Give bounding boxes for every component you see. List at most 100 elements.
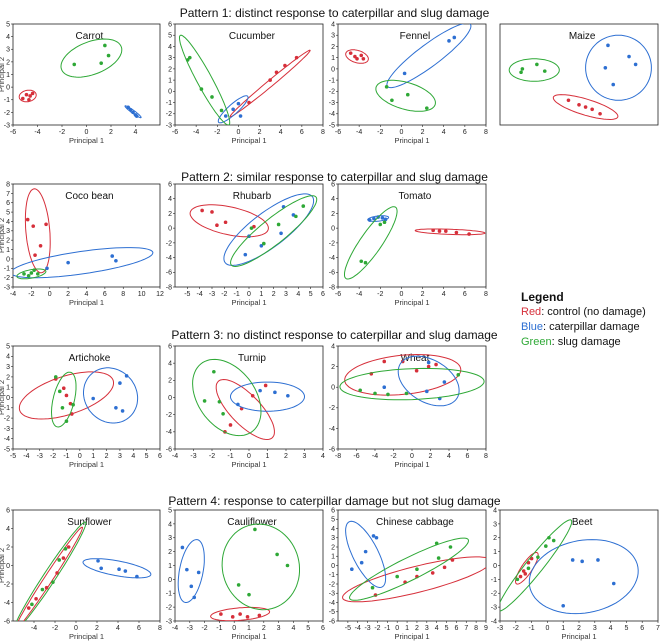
y-tick-label: 5 <box>168 507 172 514</box>
data-point-slug <box>520 67 525 71</box>
data-point-slug <box>285 563 290 568</box>
x-tick-label: 8 <box>321 129 325 136</box>
x-tick-label: 5 <box>306 625 310 632</box>
data-point-slug <box>542 69 547 73</box>
data-point-slug <box>276 222 281 227</box>
data-point-slug <box>64 419 69 423</box>
x-tick-label: 6 <box>300 129 304 136</box>
x-tick-label: -4 <box>23 453 29 460</box>
x-axis-label: Principal 1 <box>394 136 429 145</box>
data-point-caterpillar <box>243 252 248 257</box>
x-tick-label: 1 <box>247 625 251 632</box>
x-tick-label: -5 <box>184 291 190 298</box>
confidence-ellipse-slug <box>60 38 123 78</box>
x-tick-label: 2 <box>105 453 109 460</box>
plot-area <box>500 519 639 615</box>
x-tick-label: 6 <box>454 625 458 632</box>
chart-artichoke: -5 -4 -3 -2 -1 0 1 2 3 4 5 6 -5 -4 -3 -2 -1 0 1 2 3 4 5 Princip… <box>0 343 162 469</box>
data-point-caterpillar <box>192 595 197 600</box>
y-tick-label: 3 <box>6 47 10 54</box>
y-tick-label: 0 <box>493 563 497 570</box>
data-point-slug <box>535 62 539 67</box>
y-tick-label: 0 <box>331 563 335 570</box>
y-tick-label: 4 <box>168 196 172 203</box>
data-point-caterpillar <box>372 216 376 221</box>
x-tick-label: 6 <box>103 291 107 298</box>
chart-title: Wheat <box>401 353 430 364</box>
data-point-caterpillar <box>134 114 139 118</box>
x-tick-label: 12 <box>156 291 164 298</box>
data-point-slug <box>22 272 26 276</box>
x-tick-label: 6 <box>466 453 470 460</box>
data-point-caterpillar <box>258 388 262 393</box>
confidence-ellipse-control <box>344 353 462 396</box>
plot-area <box>189 193 318 268</box>
confidence-ellipse-caterpillar <box>177 539 205 603</box>
y-tick-label: -3 <box>4 122 10 129</box>
data-point-control <box>33 253 37 257</box>
x-tick-label: -3 <box>190 453 196 460</box>
data-point-slug <box>262 241 266 246</box>
chart-carrot: -6 -4 -2 0 2 4 -3 -2 -1 0 1 2 3 4 5 Principal 1 Principa… <box>0 21 161 145</box>
data-point-caterpillar <box>452 35 457 40</box>
data-point-slug <box>247 592 251 597</box>
confidence-ellipse-control <box>17 526 84 621</box>
data-point-caterpillar <box>380 216 385 220</box>
plot-frame <box>174 509 324 622</box>
x-tick-label: -2 <box>390 453 396 460</box>
y-tick-label: 2 <box>168 378 172 385</box>
confidence-ellipse-slug <box>375 79 436 112</box>
data-point-control <box>38 244 43 248</box>
x-tick-label: 4 <box>131 453 135 460</box>
y-tick-label: 2 <box>331 211 335 218</box>
legend-text-control: : control (no damage) <box>541 306 646 318</box>
x-tick-label: -3 <box>37 453 43 460</box>
data-point-slug <box>30 602 34 607</box>
data-point-caterpillar <box>117 567 121 571</box>
data-point-control <box>518 574 523 579</box>
y-tick-label: 4 <box>6 219 10 226</box>
x-tick-label: 6 <box>463 129 467 136</box>
y-tick-label: 3 <box>331 535 335 542</box>
y-tick-label: 6 <box>331 181 335 188</box>
data-point-caterpillar <box>259 244 264 248</box>
y-tick-label: 5 <box>331 517 335 524</box>
data-point-caterpillar <box>273 390 277 395</box>
x-tick-label: 10 <box>138 291 146 298</box>
data-point-slug <box>386 392 390 397</box>
x-tick-label: 1 <box>561 625 565 632</box>
y-tick-label: 5 <box>6 343 10 350</box>
y-tick-label: 4 <box>331 21 335 28</box>
x-tick-label: -3 <box>209 291 215 298</box>
data-point-caterpillar <box>118 381 122 385</box>
data-point-slug <box>185 58 190 62</box>
x-tick-label: 2 <box>421 129 425 136</box>
data-point-control <box>454 230 459 235</box>
x-tick-label: -2 <box>209 453 215 460</box>
x-axis-label: Principal 1 <box>561 632 596 641</box>
data-point-caterpillar <box>606 43 610 48</box>
x-axis-label: Principal 1 <box>69 632 104 641</box>
y-tick-label: 2 <box>6 544 10 551</box>
data-point-slug <box>249 226 254 230</box>
x-tick-label: 9 <box>484 625 488 632</box>
confidence-ellipse-slug <box>50 371 77 428</box>
x-tick-label: 4 <box>134 129 138 136</box>
confidence-ellipse-control <box>210 606 271 621</box>
data-point-slug <box>415 567 419 571</box>
y-tick-label: 2 <box>6 59 10 66</box>
y-tick-label: 6 <box>331 507 335 514</box>
data-point-slug <box>217 399 222 404</box>
confidence-ellipse-slug <box>230 195 318 268</box>
data-point-control <box>434 362 438 367</box>
y-tick-label: -4 <box>166 429 172 436</box>
x-tick-label: 4 <box>447 453 451 460</box>
data-point-control <box>44 222 48 227</box>
plot-area <box>16 521 152 621</box>
data-point-control <box>27 97 31 102</box>
y-tick-label: 6 <box>6 507 10 514</box>
plot-area <box>192 358 306 441</box>
x-tick-label: 0 <box>247 291 251 298</box>
data-point-caterpillar <box>114 406 118 410</box>
data-point-slug <box>404 391 409 396</box>
